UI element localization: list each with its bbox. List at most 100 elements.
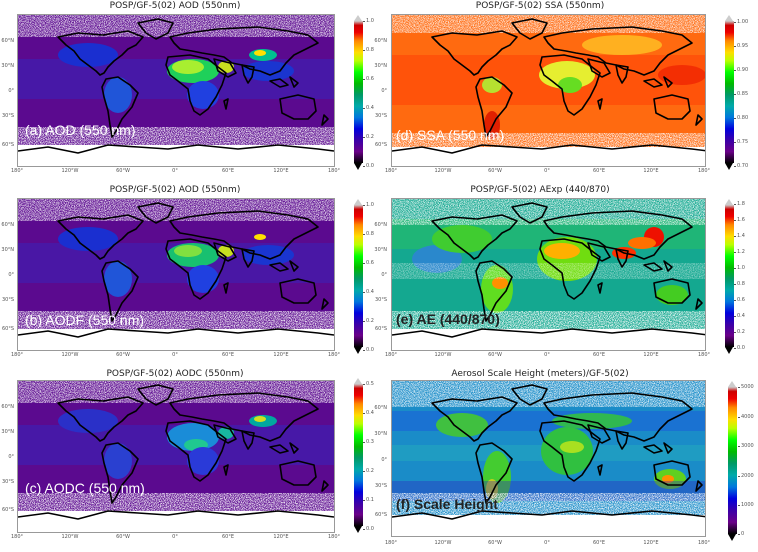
lon-tick: 180° [10,534,24,540]
colorbar-tick: 0.80 [733,115,749,121]
colorbar [725,15,734,170]
lon-tick: 180° [384,352,398,358]
lat-tick: 0° [8,454,14,460]
lon-tick: 0° [172,168,178,174]
lon-tick: 0° [544,540,550,546]
colorbar-tick: 0.90 [733,67,749,73]
colorbar-tick: 1.8 [734,201,745,207]
lat-tick: 60°N [1,404,14,410]
lon-tick: 120°E [273,534,289,540]
colorbar-tick: 0.75 [733,139,749,145]
lon-tick: 180° [697,352,711,358]
lon-tick: 0° [172,534,178,540]
lat-tick: 60°N [374,38,387,44]
lat-tick: 30°N [374,63,387,69]
colorbar-tick: 0.1 [363,497,374,503]
colorbar-tick: 0.4 [363,289,374,295]
map-frame [391,198,706,351]
lon-tick: 60°W [488,540,502,546]
colorbar-tick: 0.8 [363,47,374,53]
colorbar [728,381,737,541]
lat-tick: 30°S [374,297,387,303]
panel-e: POSP/GF-5(02) AExp (440/870) 60°N 30°N 0… [374,184,758,368]
lat-tick: 60°N [1,222,14,228]
colorbar-tick: 0.0 [363,163,374,169]
colorbar-tick: 0.85 [733,91,749,97]
colorbar-tick: 1000 [738,502,754,508]
heatmap-aodf [18,199,334,350]
colorbar-tick: 0.5 [363,381,374,387]
lon-tick: 60°E [592,540,606,546]
lon-tick: 60°E [221,534,235,540]
lon-tick: 60°E [592,352,606,358]
colorbar-tick: 0.0 [363,347,374,353]
lat-tick: 0° [8,88,14,94]
lon-tick: 120°W [61,168,79,174]
lat-tick: 0° [381,272,387,278]
lon-tick: 120°W [434,352,452,358]
lon-tick: 180° [327,534,341,540]
lon-tick: 180° [10,168,24,174]
panel-annotation: (b) AODF (550 nm) [25,312,145,328]
map-frame [391,380,706,537]
panel-annotation: (f) Scale Height [396,496,498,512]
colorbar-tick: 0.6 [363,260,374,266]
colorbar-tick: 3000 [738,443,754,449]
panel-a: POSP/GF-5(02) AOD (550nm) 60°N 30°N 0° 3… [0,0,379,184]
lon-tick: 180° [697,168,711,174]
map-frame [17,198,335,351]
colorbar-tick: 1.0 [363,18,374,24]
lon-tick: 180° [697,540,711,546]
lon-tick: 60°W [488,168,502,174]
colorbar-tick: 4000 [738,414,754,420]
colorbar-tick: 0.4 [734,313,745,319]
heatmap-ssa [392,15,705,166]
lat-tick: 60°S [374,142,387,148]
colorbar [354,15,363,170]
colorbar [354,378,363,533]
colorbar-tick: 0.3 [363,439,374,445]
lat-tick: 30°N [1,63,14,69]
colorbar-tick: 0.70 [733,163,749,169]
lat-tick: 30°S [374,483,387,489]
colorbar-tick: 0 [737,531,745,537]
lon-tick: 120°E [643,540,659,546]
lon-tick: 120°E [643,168,659,174]
heatmap-aodc [18,381,334,532]
lat-tick: 60°N [374,222,387,228]
lat-tick: 60°S [374,512,387,518]
panel-title: POSP/GF-5(02) SSA (550nm) [475,1,605,11]
panel-annotation: (c) AODC (550 nm) [25,480,145,496]
lat-tick: 60°S [374,326,387,332]
panel-annotation: (a) AOD (550 nm) [25,122,136,138]
panel-title: POSP/GF-5(02) AODC (550nm) [106,369,244,379]
lon-tick: 120°E [273,168,289,174]
heatmap-ae [392,199,705,350]
colorbar [354,199,363,354]
lat-tick: 0° [381,88,387,94]
lon-tick: 180° [384,540,398,546]
colorbar-tick: 0.4 [363,410,374,416]
panel-title: POSP/GF-5(02) AOD (550nm) [109,185,241,195]
lat-tick: 30°N [374,247,387,253]
panel-title: POSP/GF-5(02) AOD (550nm) [109,1,241,11]
colorbar-tick: 1.2 [734,249,745,255]
lon-tick: 120°W [434,540,452,546]
lat-tick: 60°S [1,507,14,513]
colorbar-tick: 0.2 [363,318,374,324]
lat-tick: 30°N [1,429,14,435]
lat-tick: 60°S [1,142,14,148]
lon-tick: 0° [544,168,550,174]
colorbar-tick: 0.2 [363,134,374,140]
map-frame [17,380,335,533]
lat-tick: 60°N [1,38,14,44]
colorbar-tick: 1.4 [734,233,745,239]
colorbar [725,199,734,354]
lon-tick: 120°W [61,534,79,540]
colorbar-tick: 0.6 [363,76,374,82]
panel-annotation: (d) SSA (550 nm) [396,127,505,143]
lon-tick: 180° [327,352,341,358]
lat-tick: 0° [381,457,387,463]
panel-f: Aerosol Scale Height (meters)/GF-5(02) 6… [374,368,758,552]
lat-tick: 30°S [374,113,387,119]
